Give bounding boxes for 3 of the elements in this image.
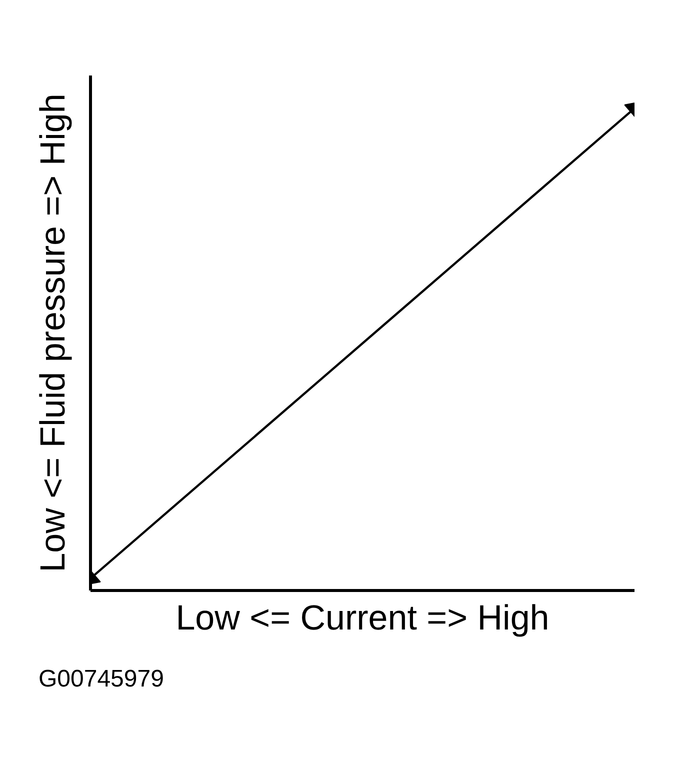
y-axis-title: Low <= Fluid pressure => High [34, 94, 72, 572]
text: G00745979 [38, 666, 164, 692]
x-axis-title: Low <= Current => High [176, 598, 550, 638]
